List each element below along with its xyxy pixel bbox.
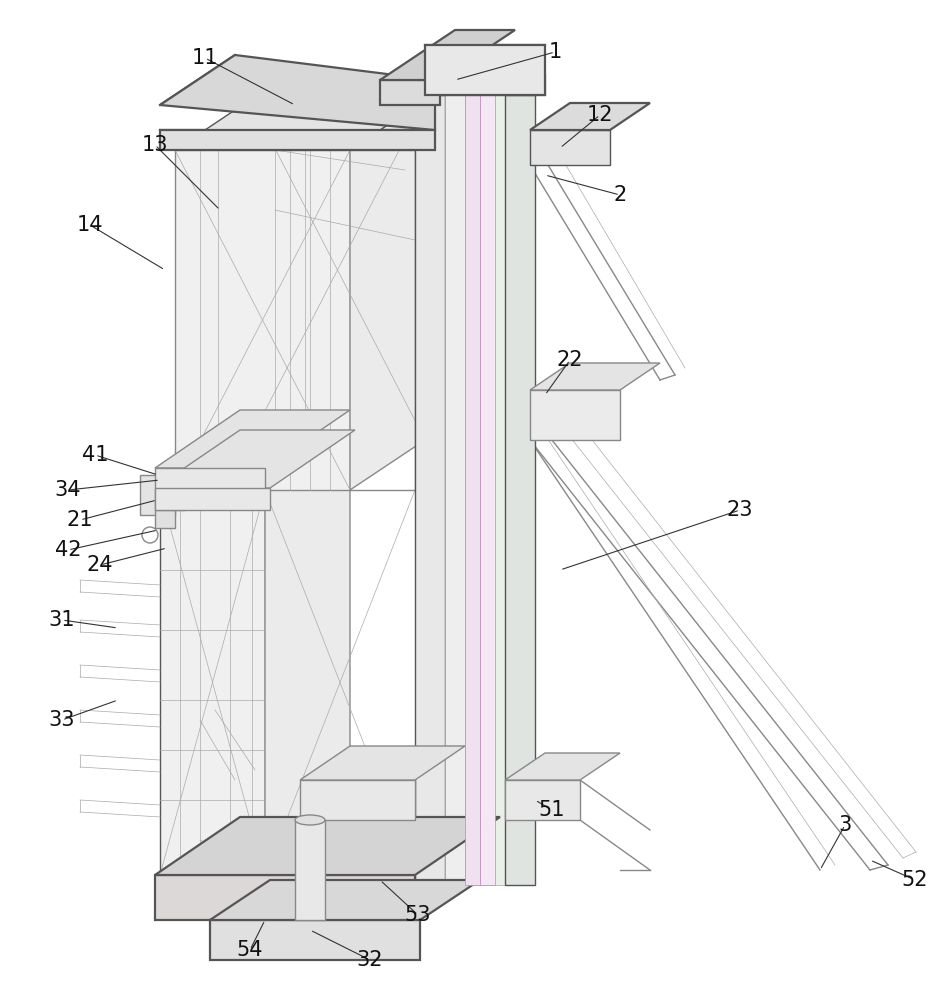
- Polygon shape: [155, 468, 265, 490]
- Text: 2: 2: [613, 185, 626, 205]
- Polygon shape: [465, 95, 505, 885]
- Text: 23: 23: [727, 500, 753, 520]
- Polygon shape: [155, 510, 175, 528]
- Polygon shape: [140, 475, 175, 515]
- Polygon shape: [300, 746, 465, 780]
- Polygon shape: [265, 432, 350, 875]
- Text: 12: 12: [587, 105, 613, 125]
- Polygon shape: [380, 30, 515, 80]
- Polygon shape: [380, 80, 440, 105]
- Polygon shape: [210, 920, 420, 960]
- Polygon shape: [155, 410, 350, 468]
- Text: 3: 3: [839, 815, 852, 835]
- Polygon shape: [425, 45, 545, 95]
- Text: 32: 32: [357, 950, 383, 970]
- Polygon shape: [480, 95, 495, 885]
- Polygon shape: [530, 130, 610, 165]
- Text: 1: 1: [548, 42, 562, 62]
- Polygon shape: [160, 55, 435, 130]
- Polygon shape: [155, 875, 415, 920]
- Text: 51: 51: [539, 800, 565, 820]
- Polygon shape: [410, 75, 545, 95]
- Text: 14: 14: [76, 215, 103, 235]
- Text: 42: 42: [55, 540, 81, 560]
- Polygon shape: [505, 95, 535, 885]
- Polygon shape: [505, 753, 620, 780]
- Polygon shape: [155, 488, 270, 510]
- Text: 52: 52: [902, 870, 928, 890]
- Polygon shape: [160, 432, 350, 490]
- Text: 53: 53: [404, 905, 432, 925]
- Polygon shape: [295, 820, 325, 920]
- Polygon shape: [350, 100, 425, 490]
- Text: 21: 21: [67, 510, 93, 530]
- Polygon shape: [175, 100, 425, 150]
- Text: 31: 31: [48, 610, 75, 630]
- Polygon shape: [530, 103, 650, 130]
- Polygon shape: [465, 95, 480, 885]
- Polygon shape: [160, 490, 265, 875]
- Polygon shape: [160, 130, 435, 150]
- Polygon shape: [530, 363, 660, 390]
- Polygon shape: [155, 817, 500, 875]
- Text: 22: 22: [556, 350, 583, 370]
- Polygon shape: [415, 95, 445, 885]
- Polygon shape: [505, 780, 580, 820]
- Text: 11: 11: [192, 48, 218, 68]
- Text: 33: 33: [48, 710, 75, 730]
- Polygon shape: [210, 880, 480, 920]
- Polygon shape: [530, 390, 620, 440]
- Text: 54: 54: [237, 940, 263, 960]
- Polygon shape: [300, 780, 415, 820]
- Polygon shape: [155, 430, 355, 488]
- Polygon shape: [155, 490, 185, 510]
- Text: 13: 13: [142, 135, 169, 155]
- Ellipse shape: [295, 815, 325, 825]
- Text: 24: 24: [87, 555, 114, 575]
- Polygon shape: [445, 95, 465, 885]
- Polygon shape: [175, 150, 350, 490]
- Text: 34: 34: [55, 480, 81, 500]
- Text: 41: 41: [82, 445, 108, 465]
